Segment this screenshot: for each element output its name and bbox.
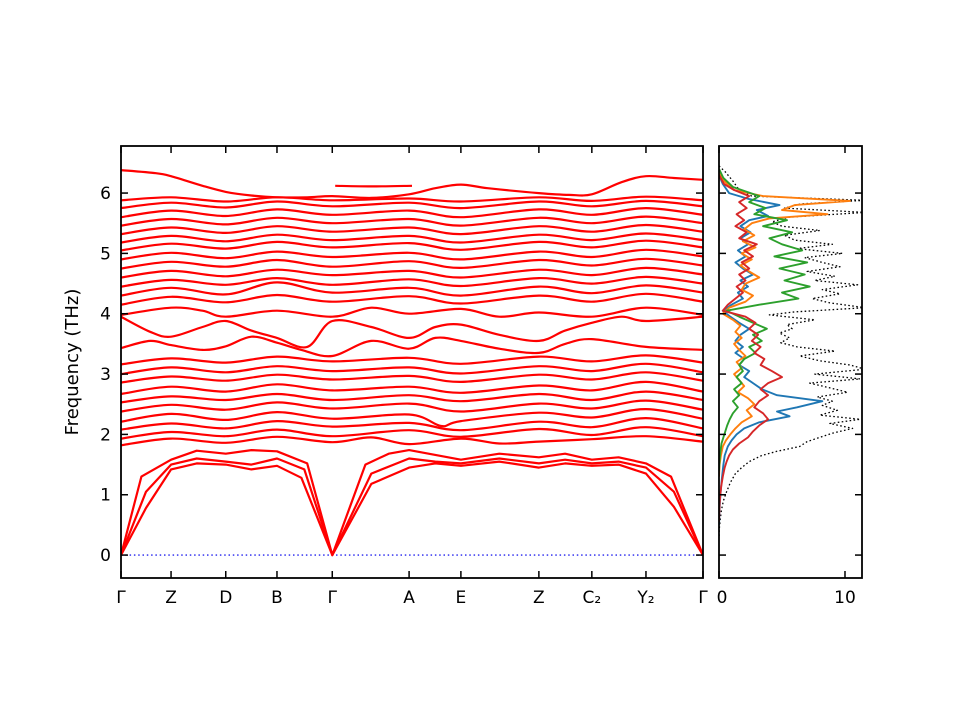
kpoint-label-2: D	[219, 588, 232, 608]
phonon-band-11	[121, 362, 703, 376]
phonon-band-30	[335, 184, 413, 188]
phonon-band-25	[121, 215, 703, 227]
phonon-band-20	[121, 257, 703, 270]
kpoint-label-7: Z	[533, 588, 545, 608]
phonon-band-28	[121, 195, 703, 203]
freq-tick-label-6: 6	[100, 184, 111, 204]
freq-tick-label-4: 4	[100, 305, 111, 325]
dos-curves-group	[719, 165, 862, 538]
kpoint-label-8: C₂	[582, 588, 601, 608]
phonon-band-26	[121, 207, 703, 219]
kpoint-label-4: Γ	[328, 588, 338, 608]
kpoint-label-1: Z	[165, 588, 177, 608]
kpoint-label-6: E	[456, 588, 467, 608]
phonon-band-16	[121, 292, 703, 306]
freq-tick-label-0: 0	[100, 546, 111, 566]
dos-panel-frame	[718, 145, 863, 579]
dos-tick-label-1: 10	[834, 588, 856, 608]
dos-curve-projected-dos-red	[719, 174, 783, 522]
kpoint-label-10: Γ	[698, 588, 708, 608]
phonon-band-14	[121, 315, 703, 349]
phonon-band-4	[121, 426, 703, 440]
phonon-band-15	[121, 306, 703, 318]
dos-curve-projected-dos-orange	[719, 171, 851, 477]
kpoint-label-9: Y₂	[636, 588, 654, 608]
phonon-band-17	[121, 281, 703, 297]
dos-curve-total-dos	[719, 165, 862, 538]
phonon-band-1	[121, 457, 703, 557]
phonon-band-10	[121, 371, 703, 384]
phonon-band-18	[121, 275, 703, 288]
kpoint-label-5: A	[403, 588, 415, 608]
phonon-band-3	[121, 435, 703, 447]
phonon-band-9	[121, 380, 703, 396]
phonon-band-13	[121, 335, 703, 358]
band-panel-frame	[120, 145, 704, 579]
phonon-bands-group	[121, 169, 703, 557]
freq-tick-label-5: 5	[100, 244, 111, 264]
kpoint-label-0: Γ	[116, 588, 126, 608]
phonon-band-5	[121, 416, 703, 432]
freq-tick-label-2: 2	[100, 425, 111, 445]
phonon-band-8	[121, 390, 703, 404]
dos-curve-projected-dos-green	[719, 168, 811, 471]
dos-tick-label-0: 0	[717, 588, 728, 608]
phonon-band-19	[121, 266, 703, 279]
phonon-band-2	[121, 449, 703, 557]
phonon-band-21	[121, 248, 703, 261]
phonon-band-6	[121, 407, 703, 428]
ticks-group	[120, 146, 862, 578]
phonon-band-23	[121, 232, 703, 244]
phonon-band-24	[121, 223, 703, 236]
phonon-band-0	[121, 460, 703, 557]
kpoint-label-3: B	[271, 588, 283, 608]
phonon-band-22	[121, 239, 703, 252]
phonon-band-27	[121, 199, 703, 210]
freq-tick-label-1: 1	[100, 486, 111, 506]
freq-tick-label-3: 3	[100, 365, 111, 385]
phonon-band-29	[121, 169, 703, 200]
y-axis-label: Frequency (THz)	[62, 289, 83, 436]
phonon-band-12	[121, 354, 703, 366]
phonon-band-7	[121, 399, 703, 413]
